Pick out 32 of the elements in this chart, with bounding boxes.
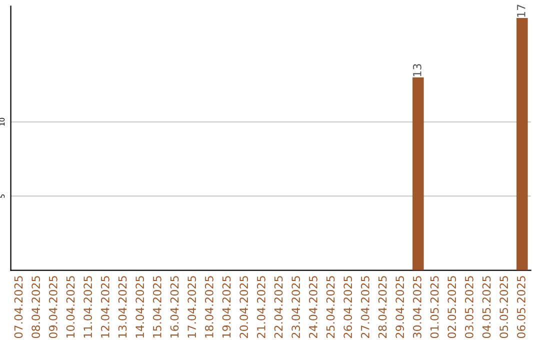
x-tick-label: 19.04.2025 [222, 276, 231, 338]
x-tick-label: 10.04.2025 [66, 276, 75, 338]
x-tick-label: 30.04.2025 [412, 276, 422, 338]
x-tick-label: 24.04.2025 [308, 276, 318, 338]
x-tick-label: 12.04.2025 [100, 276, 110, 338]
x-tick-label: 27.04.2025 [360, 276, 370, 338]
x-tick-label: 25.04.2025 [326, 276, 335, 338]
x-tick-label: 22.04.2025 [274, 276, 283, 338]
x-tick-label: 17.04.2025 [188, 276, 196, 338]
x-tick-label: 08.04.2025 [32, 276, 40, 338]
x-tick-label: 11.04.2025 [84, 276, 92, 338]
x-tick-label: 26.04.2025 [344, 276, 352, 338]
x-tick-label: 01.05.2025 [430, 276, 439, 338]
x-tick-label: 03.05.2025 [464, 276, 474, 338]
x-tick-label: 16.04.2025 [170, 276, 179, 338]
x-tick-label: 04.05.2025 [482, 276, 491, 338]
x-tick-label: 29.04.2025 [396, 276, 404, 338]
x-tick-label: 20.04.2025 [240, 276, 248, 338]
x-tick-label: 23.04.2025 [292, 276, 300, 338]
x-tick-label: 09.04.2025 [48, 276, 58, 338]
data-label: 13 [412, 64, 422, 76]
x-tick-label: 13.04.2025 [118, 276, 127, 338]
x-tick-label: 21.04.2025 [256, 276, 266, 338]
x-tick-label: 28.04.2025 [378, 276, 387, 338]
x-tick-label: 05.05.2025 [500, 276, 508, 338]
x-tick-label: 06.05.2025 [516, 276, 526, 338]
data-label: 17 [517, 4, 526, 17]
x-tick-label: 18.04.2025 [204, 276, 214, 338]
x-tick-label: 14.04.2025 [136, 276, 144, 338]
x-tick-label: 15.04.2025 [152, 276, 162, 338]
x-tick-label: 07.04.2025 [14, 276, 23, 338]
x-tick-label: 02.05.2025 [448, 276, 456, 338]
